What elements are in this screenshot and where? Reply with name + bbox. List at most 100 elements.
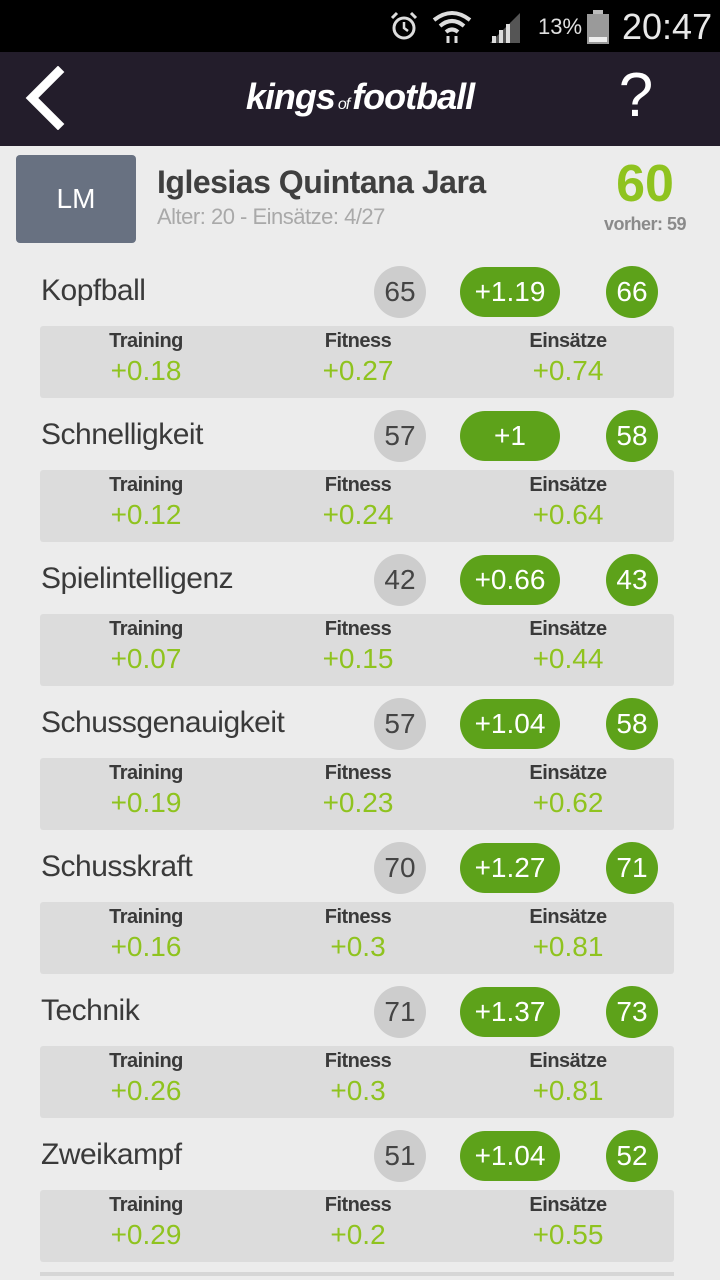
fitness-value: +0.3 <box>330 1075 386 1106</box>
delta-pill: +1.27 <box>460 843 560 893</box>
status-bar: 13% 20:47 <box>0 0 720 52</box>
training-value: +0.26 <box>110 1075 182 1106</box>
fitness-column: Fitness +0.3 <box>278 906 438 963</box>
einsaetze-column: Einsätze +0.81 <box>488 1050 648 1107</box>
training-value: +0.29 <box>110 1219 182 1250</box>
einsaetze-column: Einsätze +0.55 <box>488 1194 648 1251</box>
training-label: Training <box>109 330 183 352</box>
einsaetze-label: Einsätze <box>529 474 607 496</box>
logo-text-kings: kings <box>245 76 336 117</box>
delta-pill: +1.04 <box>460 1131 560 1181</box>
fitness-label: Fitness <box>324 1050 392 1072</box>
skill-name: Kopfball <box>41 274 146 307</box>
fitness-label: Fitness <box>324 762 392 784</box>
new-value-badge: 58 <box>606 410 658 462</box>
delta-pill: +1.37 <box>460 987 560 1037</box>
signal-icon <box>488 10 522 49</box>
list-bottom-divider <box>40 1272 674 1276</box>
skill-name: Spielintelligenz <box>41 562 234 595</box>
app-logo: kings offootball <box>0 76 720 118</box>
training-column: Training +0.19 <box>66 762 226 819</box>
training-column: Training +0.07 <box>66 618 226 675</box>
fitness-column: Fitness +0.24 <box>278 474 438 531</box>
einsaetze-label: Einsätze <box>529 1050 607 1072</box>
old-value-badge: 65 <box>374 266 426 318</box>
einsaetze-label: Einsätze <box>529 906 607 928</box>
player-header: LM Iglesias Quintana Jara Alter: 20 - Ei… <box>0 146 720 256</box>
old-value-badge: 57 <box>374 410 426 462</box>
einsaetze-column: Einsätze +0.64 <box>488 474 648 531</box>
chevron-left-icon <box>25 65 65 131</box>
app-header: kings offootball ? <box>0 52 720 146</box>
fitness-column: Fitness +0.3 <box>278 1050 438 1107</box>
position-badge: LM <box>16 155 136 243</box>
breakdown-box: Training +0.18 Fitness +0.27 Einsätze +0.74 <box>40 326 674 398</box>
new-value-badge: 71 <box>606 842 658 894</box>
fitness-label: Fitness <box>324 474 392 496</box>
fitness-label: Fitness <box>324 1194 392 1216</box>
fitness-value: +0.27 <box>322 355 394 386</box>
breakdown-box: Training +0.12 Fitness +0.24 Einsätze +0.64 <box>40 470 674 542</box>
old-value-badge: 42 <box>374 554 426 606</box>
training-label: Training <box>109 1194 183 1216</box>
old-value-badge: 70 <box>374 842 426 894</box>
training-value: +0.16 <box>110 931 182 962</box>
einsaetze-value: +0.64 <box>532 499 604 530</box>
einsaetze-value: +0.81 <box>532 1075 604 1106</box>
fitness-value: +0.15 <box>322 643 394 674</box>
fitness-label: Fitness <box>324 906 392 928</box>
delta-pill: +1.19 <box>460 267 560 317</box>
skill-row-schussgenauigkeit: Schussgenauigkeit 57 +1.04 58 Training +0… <box>0 688 720 832</box>
training-value: +0.19 <box>110 787 182 818</box>
training-label: Training <box>109 474 183 496</box>
fitness-value: +0.3 <box>330 931 386 962</box>
logo-text-of: of <box>337 96 350 113</box>
logo-text-football: football <box>352 76 475 117</box>
fitness-value: +0.24 <box>322 499 394 530</box>
einsaetze-column: Einsätze +0.74 <box>488 330 648 387</box>
previous-rating: vorher: 59 <box>603 214 687 234</box>
einsaetze-label: Einsätze <box>529 330 607 352</box>
skill-name: Schussgenauigkeit <box>41 706 285 739</box>
fitness-column: Fitness +0.27 <box>278 330 438 387</box>
einsaetze-value: +0.55 <box>532 1219 604 1250</box>
old-value-badge: 57 <box>374 698 426 750</box>
battery-percent: 13% <box>538 14 583 39</box>
einsaetze-column: Einsätze +0.62 <box>488 762 648 819</box>
fitness-value: +0.2 <box>330 1219 386 1250</box>
training-column: Training +0.26 <box>66 1050 226 1107</box>
breakdown-box: Training +0.26 Fitness +0.3 Einsätze +0.81 <box>40 1046 674 1118</box>
help-button[interactable]: ? <box>618 61 654 130</box>
einsaetze-value: +0.44 <box>532 643 604 674</box>
skill-row-kopfball: Kopfball 65 +1.19 66 Training +0.18 Fitne… <box>0 256 720 400</box>
breakdown-box: Training +0.19 Fitness +0.23 Einsätze +0.62 <box>40 758 674 830</box>
skill-row-spielintelligenz: Spielintelligenz 42 +0.66 43 Training +0.… <box>0 544 720 688</box>
einsaetze-value: +0.74 <box>532 355 604 386</box>
skill-row-schnelligkeit: Schnelligkeit 57 +1 58 Training +0.12 Fit… <box>0 400 720 544</box>
fitness-column: Fitness +0.15 <box>278 618 438 675</box>
skill-name: Zweikampf <box>41 1138 182 1171</box>
breakdown-box: Training +0.16 Fitness +0.3 Einsätze +0.81 <box>40 902 674 974</box>
einsaetze-value: +0.81 <box>532 931 604 962</box>
delta-pill: +1 <box>460 411 560 461</box>
new-value-badge: 73 <box>606 986 658 1038</box>
old-value-badge: 51 <box>374 1130 426 1182</box>
training-label: Training <box>109 1050 183 1072</box>
training-column: Training +0.16 <box>66 906 226 963</box>
training-value: +0.12 <box>110 499 182 530</box>
player-meta: Alter: 20 - Einsätze: 4/27 <box>157 204 385 229</box>
training-value: +0.18 <box>110 355 182 386</box>
fitness-label: Fitness <box>324 618 392 640</box>
back-button[interactable] <box>22 65 82 131</box>
einsaetze-column: Einsätze +0.44 <box>488 618 648 675</box>
wifi-icon <box>432 10 472 49</box>
fitness-label: Fitness <box>324 330 392 352</box>
einsaetze-column: Einsätze +0.81 <box>488 906 648 963</box>
einsaetze-label: Einsätze <box>529 1194 607 1216</box>
skill-name: Schusskraft <box>41 850 193 883</box>
fitness-column: Fitness +0.2 <box>278 1194 438 1251</box>
skill-row-schusskraft: Schusskraft 70 +1.27 71 Training +0.16 Fi… <box>0 832 720 976</box>
new-value-badge: 52 <box>606 1130 658 1182</box>
fitness-column: Fitness +0.23 <box>278 762 438 819</box>
skill-row-technik: Technik 71 +1.37 73 Training +0.26 Fitnes… <box>0 976 720 1120</box>
